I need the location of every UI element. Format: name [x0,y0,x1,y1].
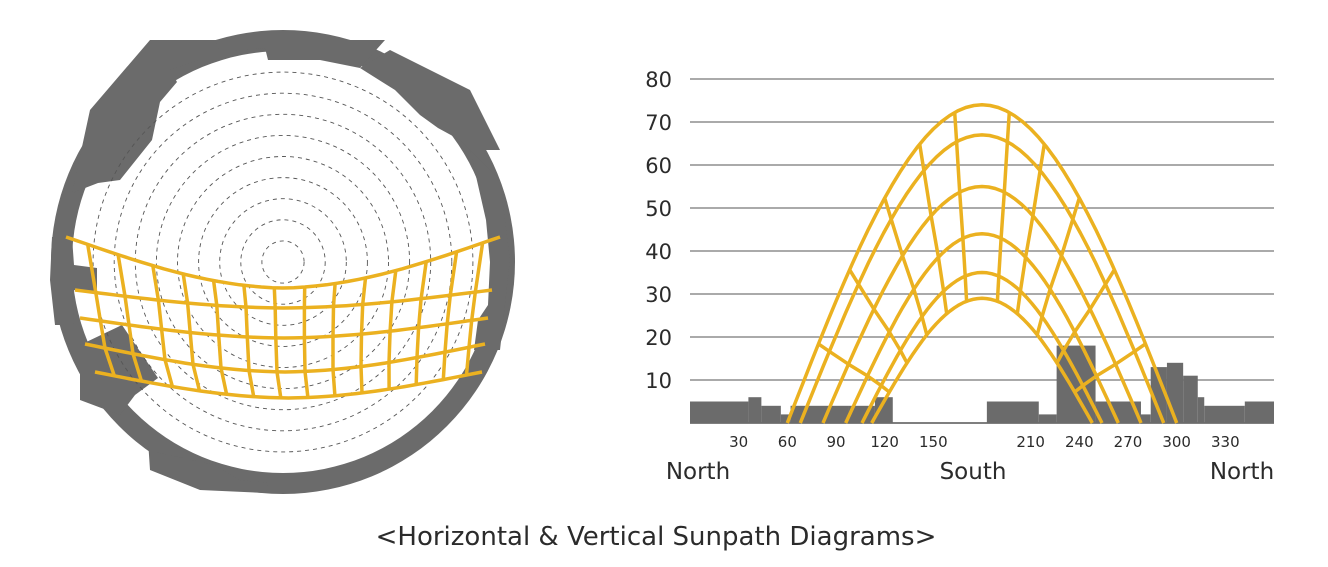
obstruction-block-17 [1244,401,1274,423]
x-tick-240: 240 [1065,433,1094,451]
hour-line-2 [883,197,929,336]
obstruction-block-8 [1038,414,1057,423]
altitude-circle-4 [198,177,368,347]
polar-obstruction-west [50,237,97,325]
sun-path-0 [785,103,1179,424]
obstruction-block-1 [748,397,762,423]
polar-hour-line-5 [242,285,256,397]
polar-hour-line-11 [414,261,428,385]
azimuth-tick-labels: 30 60 90 120 150 210 240 270 300 330 [729,433,1240,451]
hour-line-1 [848,268,909,364]
y-tick-70: 70 [645,111,672,135]
obstruction-block-12 [1150,367,1167,423]
polar-hour-line-12 [441,251,459,380]
hour-lines [817,112,1147,394]
obstruction-block-6 [874,397,893,423]
obstruction-block-0 [690,401,749,423]
altitude-gridlines [690,78,1274,424]
polar-hour-line-9 [359,277,368,393]
obstruction-block-16 [1204,405,1245,423]
altitude-circle-2 [240,219,326,305]
direction-label-south: South [940,459,1007,485]
polar-obstruction-east [470,150,510,350]
direction-label-north-right: North [1210,459,1274,485]
altitude-circle-1 [261,240,305,284]
obstruction-block-2 [761,405,781,423]
x-tick-30: 30 [729,433,748,451]
x-tick-150: 150 [919,433,948,451]
hour-line-5 [995,112,1012,302]
polar-hour-line-4 [211,280,229,395]
obstruction-block-4 [790,405,849,423]
y-tick-50: 50 [645,197,672,221]
sun-path-3 [844,232,1120,424]
obstruction-block-15 [1197,397,1205,423]
y-tick-40: 40 [645,240,672,264]
sun-paths [785,103,1179,424]
altitude-circle-5 [177,156,389,368]
hour-line-0 [817,342,891,394]
polar-obstruction-northeast [360,50,500,150]
sun-path-4 [860,270,1104,424]
x-tick-210: 210 [1016,433,1045,451]
polar-obstruction-south [148,440,268,493]
x-tick-300: 300 [1162,433,1191,451]
altitude-tick-labels: 10 20 30 40 50 60 70 80 [645,68,672,393]
polar-hour-line-3 [181,273,202,392]
polar-obstruction-north [215,40,385,68]
horizontal-sunpath-diagram [50,30,515,494]
x-tick-270: 270 [1114,433,1143,451]
altitude-circle-6 [155,134,411,390]
polar-hour-line-10 [387,270,398,390]
sun-path-5 [870,296,1094,424]
obstruction-block-14 [1183,375,1198,423]
polar-hour-line-2 [151,265,175,388]
polar-sun-path-0 [65,235,501,290]
hour-line-9 [1073,342,1147,394]
hour-line-8 [1055,268,1116,364]
polar-hour-line-0 [85,244,116,377]
hour-line-7 [1035,197,1081,336]
x-tick-330: 330 [1211,433,1240,451]
sun-path-2 [821,184,1143,424]
polar-hour-line-8 [331,283,337,396]
altitude-circle-8 [113,92,453,432]
y-tick-10: 10 [645,369,672,393]
obstruction-block-3 [780,414,791,423]
polar-hour-line-7 [302,286,310,398]
y-tick-30: 30 [645,283,672,307]
altitude-circle-3 [219,198,347,326]
direction-label-north-left: North [666,459,730,485]
obstruction-silhouette [690,345,1274,423]
obstruction-block-11 [1140,414,1151,423]
obstruction-block-10 [1095,401,1141,423]
x-tick-90: 90 [826,433,845,451]
y-tick-80: 80 [645,68,672,92]
x-tick-60: 60 [778,433,797,451]
altitude-circle-9 [92,71,474,453]
figure-caption: <Horizontal & Vertical Sunpath Diagrams> [376,522,937,552]
obstruction-block-7 [986,401,1039,423]
obstruction-block-9 [1056,345,1096,423]
hour-line-4 [952,112,969,302]
hour-line-6 [1015,143,1047,314]
polar-hour-line-1 [116,254,144,382]
x-tick-120: 120 [870,433,899,451]
y-tick-20: 20 [645,326,672,350]
polar-hour-lines [85,242,485,399]
sun-path-1 [798,133,1166,424]
hour-line-3 [917,143,949,314]
polar-obstruction-northwest [72,40,230,193]
y-tick-60: 60 [645,154,672,178]
polar-hour-line-6 [272,287,283,399]
polar-hour-line-13 [464,242,485,376]
